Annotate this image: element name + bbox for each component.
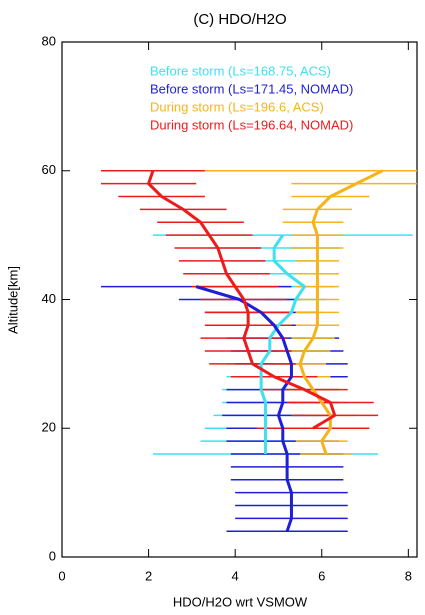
x-tick-label: 4 [232,568,239,583]
series-line [195,285,293,532]
x-tick-label: 6 [318,568,325,583]
chart-title: (C) HDO/H2O [193,11,286,28]
legend-entry: Before storm (Ls=168.75, ACS) [150,63,331,78]
y-tick-label: 20 [42,420,56,435]
x-tick-label: 2 [145,568,152,583]
legend-entry: During storm (Ls=196.6, ACS) [150,99,324,114]
legend-entry: During storm (Ls=196.64, NOMAD) [150,117,353,132]
y-tick-label: 60 [42,162,56,177]
x-tick-label: 0 [58,568,65,583]
series-line [298,169,384,455]
y-tick-label: 0 [49,548,56,563]
series-line [259,234,306,454]
x-axis-label: HDO/H2O wrt VSMOW [173,594,308,609]
x-tick-label: 8 [405,568,412,583]
y-tick-label: 40 [42,291,56,306]
legend-entry: Before storm (Ls=171.45, NOMAD) [150,81,353,96]
y-axis-label: Altitude[km] [5,266,20,334]
series-line [147,170,337,430]
y-tick-label: 80 [42,33,56,48]
